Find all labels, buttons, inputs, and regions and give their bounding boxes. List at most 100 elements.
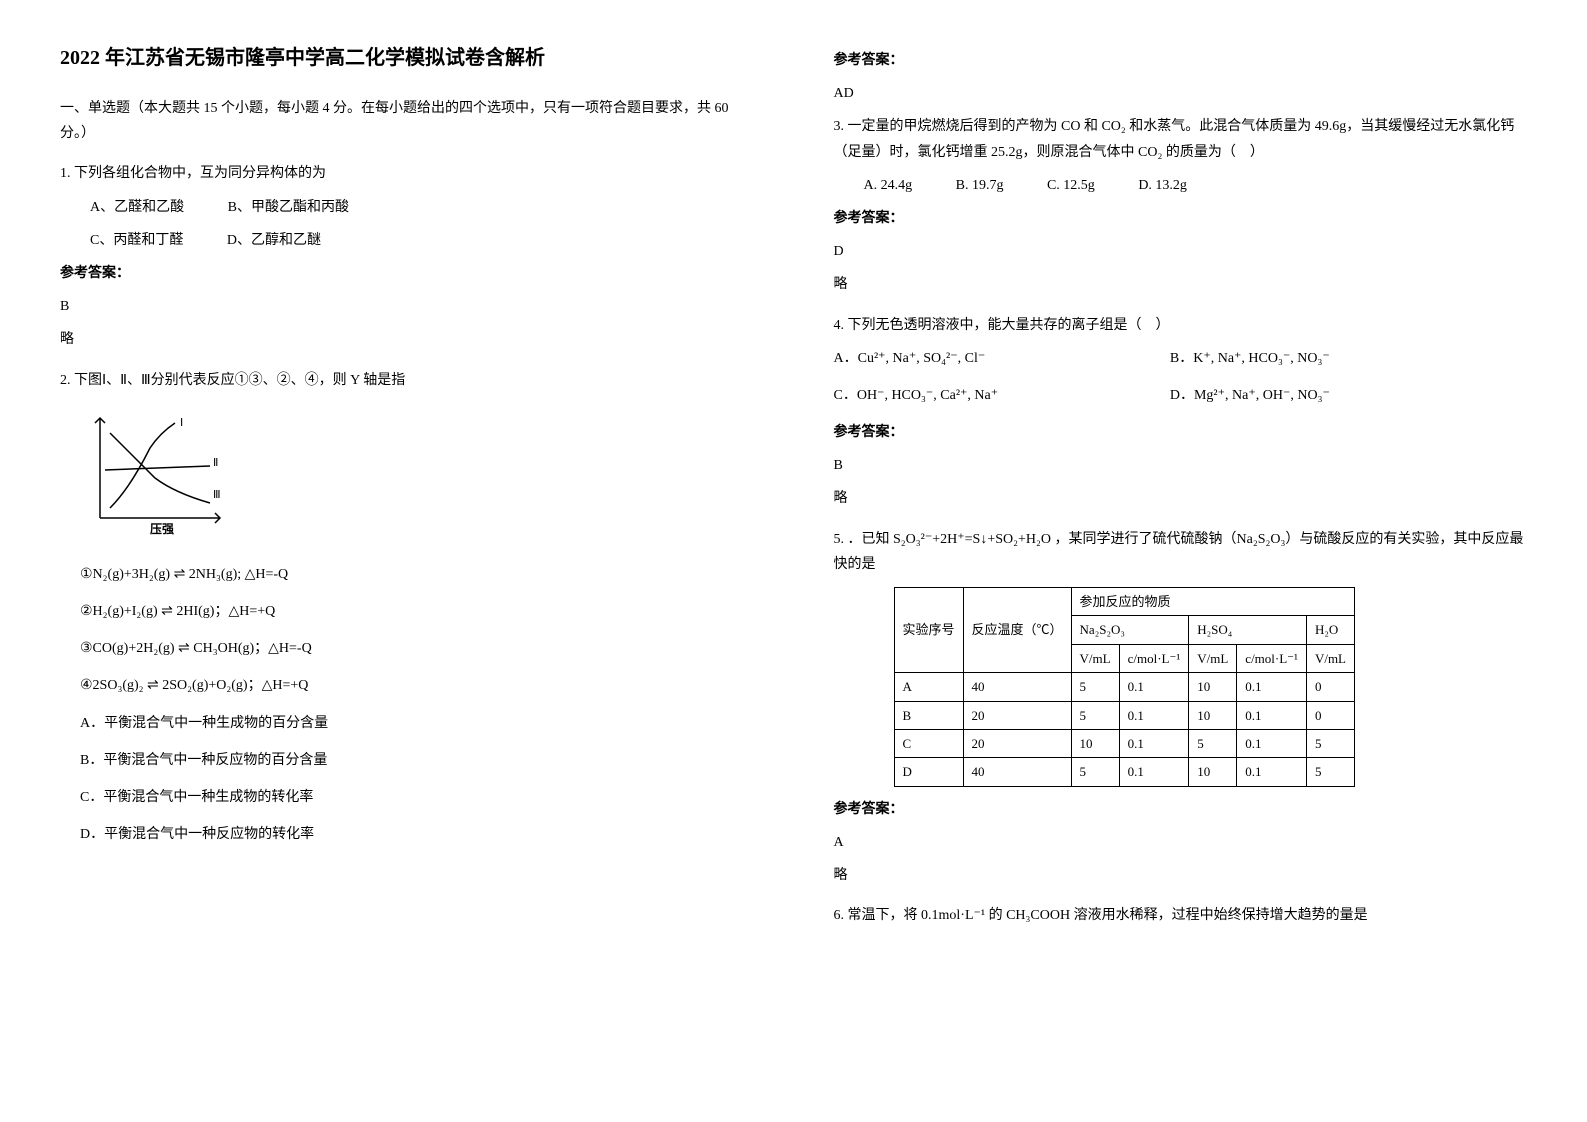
q5-answer: A: [834, 830, 1528, 855]
q5-note: 略: [834, 863, 1528, 888]
cell: 0: [1306, 673, 1354, 701]
right-column: 参考答案： AD 3. 一定量的甲烷燃烧后得到的产物为 CO 和 CO₂ 和水蒸…: [834, 40, 1528, 943]
equation-2: ②H₂(g)+I₂(g) ⇌ 2HI(g)；△H=+Q: [60, 599, 754, 624]
header-na2s2o3: Na₂S₂O₃: [1071, 616, 1189, 644]
q4-optA: A．Cu²⁺, Na⁺, SO₄²⁻, Cl⁻: [834, 346, 1167, 371]
table-row: C 20 10 0.1 5 0.1 5: [894, 729, 1355, 757]
cell: B: [894, 701, 963, 729]
pressure-chart: Ⅰ Ⅱ Ⅲ 压强: [80, 408, 230, 538]
cell: 0.1: [1237, 729, 1307, 757]
table-row: D 40 5 0.1 10 0.1 5: [894, 758, 1355, 786]
q3-optB: B. 19.7g: [956, 173, 1004, 198]
q2-answer: AD: [834, 81, 1528, 106]
curve-label-3: Ⅲ: [213, 489, 221, 501]
q4-optC: C．OH⁻, HCO₃⁻, Ca²⁺, Na⁺: [834, 383, 1167, 408]
cell: 0.1: [1237, 758, 1307, 786]
question-3: 3. 一定量的甲烷燃烧后得到的产物为 CO 和 CO₂ 和水蒸气。此混合气体质量…: [834, 114, 1528, 297]
table-row: A 40 5 0.1 10 0.1 0: [894, 673, 1355, 701]
q2-optA: A．平衡混合气中一种生成物的百分含量: [60, 711, 754, 736]
cell: 0.1: [1119, 729, 1189, 757]
question-1: 1. 下列各组化合物中，互为同分异构体的为 A、乙醛和乙酸 B、甲酸乙酯和丙酸 …: [60, 161, 754, 352]
cell: 0.1: [1237, 673, 1307, 701]
header-vml-1: V/mL: [1071, 644, 1119, 672]
cell: 5: [1071, 701, 1119, 729]
cell: 10: [1071, 729, 1119, 757]
question-4: 4. 下列无色透明溶液中，能大量共存的离子组是（ ） A．Cu²⁺, Na⁺, …: [834, 313, 1528, 512]
header-cmol-2: c/mol·L⁻¹: [1237, 644, 1307, 672]
page-title: 2022 年江苏省无锡市隆亭中学高二化学模拟试卷含解析: [60, 40, 754, 76]
header-temp: 反应温度（℃）: [963, 588, 1071, 673]
cell: 0: [1306, 701, 1354, 729]
cell: 10: [1189, 673, 1237, 701]
equation-3: ③CO(g)+2H₂(g) ⇌ CH₃OH(g)；△H=-Q: [60, 636, 754, 661]
q2-optD: D．平衡混合气中一种反应物的转化率: [60, 822, 754, 847]
question-2: 2. 下图Ⅰ、Ⅱ、Ⅲ分别代表反应①③、②、④，则 Y 轴是指 Ⅰ Ⅱ Ⅲ 压强: [60, 368, 754, 848]
cell: 20: [963, 729, 1071, 757]
curve-label-2: Ⅱ: [213, 457, 218, 469]
cell: 0.1: [1119, 758, 1189, 786]
cell: 5: [1071, 673, 1119, 701]
cell: C: [894, 729, 963, 757]
cell: 40: [963, 673, 1071, 701]
experiment-table: 实验序号 反应温度（℃） 参加反应的物质 Na₂S₂O₃ H₂SO₄ H₂O V…: [894, 587, 1356, 787]
question-5: 5. ．已知 S₂O₃²⁻+2H⁺=S↓+SO₂+H₂O ，某同学进行了硫代硫酸…: [834, 527, 1528, 889]
q4-options-row1: A．Cu²⁺, Na⁺, SO₄²⁻, Cl⁻ B．K⁺, Na⁺, HCO₃⁻…: [834, 346, 1528, 371]
q5-table-container: 实验序号 反应温度（℃） 参加反应的物质 Na₂S₂O₃ H₂SO₄ H₂O V…: [894, 587, 1528, 787]
q3-optD: D. 13.2g: [1138, 173, 1187, 198]
q2-optC: C．平衡混合气中一种生成物的转化率: [60, 785, 754, 810]
cell: 0.1: [1237, 701, 1307, 729]
q4-answer: B: [834, 453, 1528, 478]
q1-answer: B: [60, 294, 754, 319]
table-header-row1: 实验序号 反应温度（℃） 参加反应的物质: [894, 588, 1355, 616]
q3-options: A. 24.4g B. 19.7g C. 12.5g D. 13.2g: [834, 173, 1528, 198]
header-cmol-1: c/mol·L⁻¹: [1119, 644, 1189, 672]
q3-optC: C. 12.5g: [1047, 173, 1095, 198]
section-header: 一、单选题（本大题共 15 个小题，每小题 4 分。在每小题给出的四个选项中，只…: [60, 96, 754, 146]
answer-label: 参考答案：: [834, 420, 1528, 445]
question-text: 2. 下图Ⅰ、Ⅱ、Ⅲ分别代表反应①③、②、④，则 Y 轴是指: [60, 368, 754, 393]
cell: 40: [963, 758, 1071, 786]
q1-optD: D、乙醇和乙醚: [227, 228, 321, 253]
header-h2so4: H₂SO₄: [1189, 616, 1307, 644]
header-substances: 参加反应的物质: [1071, 588, 1354, 616]
equation-1: ①N₂(g)+3H₂(g) ⇌ 2NH₃(g); △H=-Q: [60, 562, 754, 587]
question-text: 6. 常温下，将 0.1mol·L⁻¹ 的 CH₃COOH 溶液用水稀释，过程中…: [834, 903, 1528, 928]
q1-options-row2: C、丙醛和丁醛 D、乙醇和乙醚: [60, 228, 754, 253]
cell: 0.1: [1119, 673, 1189, 701]
cell: 5: [1306, 729, 1354, 757]
question-6: 6. 常温下，将 0.1mol·L⁻¹ 的 CH₃COOH 溶液用水稀释，过程中…: [834, 903, 1528, 928]
q4-note: 略: [834, 486, 1528, 511]
header-vml-2: V/mL: [1189, 644, 1237, 672]
cell: 20: [963, 701, 1071, 729]
left-column: 2022 年江苏省无锡市隆亭中学高二化学模拟试卷含解析 一、单选题（本大题共 1…: [60, 40, 754, 943]
page-container: 2022 年江苏省无锡市隆亭中学高二化学模拟试卷含解析 一、单选题（本大题共 1…: [60, 40, 1527, 943]
header-vml-3: V/mL: [1306, 644, 1354, 672]
header-h2o: H₂O: [1306, 616, 1354, 644]
q1-optB: B、甲酸乙酯和丙酸: [228, 195, 349, 220]
q3-optA: A. 24.4g: [864, 173, 913, 198]
q4-optD: D．Mg²⁺, Na⁺, OH⁻, NO₃⁻: [1170, 383, 1330, 408]
table-row: B 20 5 0.1 10 0.1 0: [894, 701, 1355, 729]
cell: 10: [1189, 758, 1237, 786]
chart-container: Ⅰ Ⅱ Ⅲ 压强: [80, 408, 754, 547]
question-text: 3. 一定量的甲烷燃烧后得到的产物为 CO 和 CO₂ 和水蒸气。此混合气体质量…: [834, 114, 1528, 164]
q2-optB: B．平衡混合气中一种反应物的百分含量: [60, 748, 754, 773]
x-axis-label: 压强: [150, 522, 174, 536]
cell: 5: [1189, 729, 1237, 757]
answer-label: 参考答案：: [834, 206, 1528, 231]
q1-note: 略: [60, 327, 754, 352]
cell: 5: [1071, 758, 1119, 786]
cell: 5: [1306, 758, 1354, 786]
answer-label: 参考答案：: [834, 797, 1528, 822]
question-text: 1. 下列各组化合物中，互为同分异构体的为: [60, 161, 754, 186]
curve-label-1: Ⅰ: [180, 417, 183, 429]
q1-optC: C、丙醛和丁醛: [90, 228, 183, 253]
cell: A: [894, 673, 963, 701]
equation-4: ④2SO₃(g)₂ ⇌ 2SO₂(g)+O₂(g)；△H=+Q: [60, 673, 754, 698]
answer-label: 参考答案：: [834, 48, 1528, 73]
cell: D: [894, 758, 963, 786]
q1-options-row1: A、乙醛和乙酸 B、甲酸乙酯和丙酸: [60, 195, 754, 220]
q3-answer: D: [834, 239, 1528, 264]
cell: 0.1: [1119, 701, 1189, 729]
q3-note: 略: [834, 272, 1528, 297]
